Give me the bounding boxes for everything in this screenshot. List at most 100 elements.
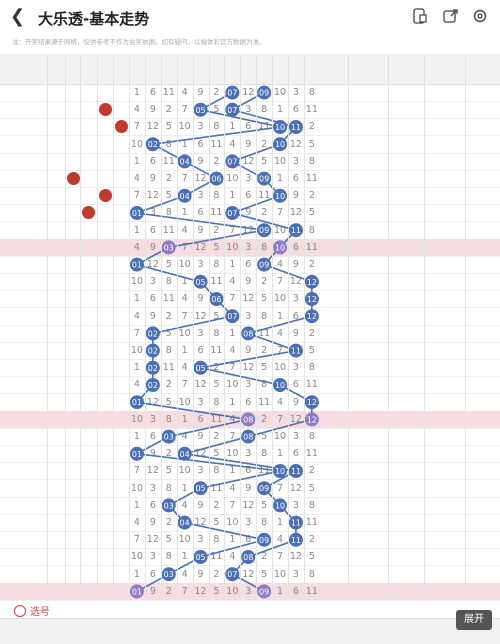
zone-cell	[424, 428, 465, 445]
blue-miss-cell: 6	[149, 499, 156, 511]
header-blue-11	[288, 69, 304, 83]
sum-cell	[348, 118, 388, 135]
sum-cell	[348, 359, 388, 376]
blue-miss-cell: 9	[149, 241, 156, 253]
sum-cell	[348, 548, 388, 565]
blue-miss-cell: 3	[197, 465, 204, 477]
red-cell	[80, 222, 96, 239]
blue-miss-cell: 10	[273, 87, 287, 98]
period-cell	[0, 325, 47, 342]
blue-miss-cell: 12	[289, 207, 302, 219]
blue-miss-cell: 2	[308, 465, 315, 477]
blue-miss-cell: 1	[181, 138, 188, 150]
red-cell	[97, 325, 113, 342]
span-cell	[388, 84, 424, 101]
pick-number-bar[interactable]: 选号	[0, 600, 500, 619]
blue-miss-cell: 11	[258, 190, 271, 202]
table-row: 7 12 5 3 8 1 6 11 9 2	[0, 187, 500, 206]
red-cell	[80, 359, 96, 376]
red-cell	[65, 462, 81, 479]
sum-cell	[348, 136, 388, 153]
blue-miss-cell: 7	[133, 190, 140, 202]
blue-miss-cell: 8	[165, 345, 172, 356]
blue-miss-cell: 9	[245, 345, 252, 356]
odd-even-cell	[465, 187, 500, 204]
grid-line	[208, 54, 210, 600]
star-cell	[47, 273, 65, 290]
period-cell	[0, 566, 47, 583]
blue-miss-cell: 10	[273, 293, 287, 305]
pick-circle-icon[interactable]	[14, 605, 26, 617]
pick-label: 选号	[30, 607, 50, 618]
red-cell	[65, 376, 81, 393]
blue-miss-cell: 11	[210, 276, 223, 288]
odd-even-cell	[465, 256, 500, 273]
sum-cell	[348, 204, 388, 221]
blue-miss-cell: 2	[165, 173, 172, 184]
table-footer-header	[0, 618, 500, 644]
chevron-down-icon[interactable]: ⌄	[142, 9, 152, 22]
blue-miss-cell: 11	[258, 327, 271, 339]
blue-miss-cell: 1	[181, 276, 188, 288]
red-cell	[80, 411, 96, 428]
blue-miss-cell: 8	[261, 448, 268, 460]
blue-miss-cell: 9	[245, 138, 252, 150]
zone-cell	[424, 480, 465, 497]
star-cell	[47, 84, 65, 101]
top-bar: ❮ 大乐透-基本走势 ⌄	[0, 0, 500, 34]
blue-miss-cell: 5	[165, 259, 172, 270]
table-row: 1 6 11 4 9 7 12 5 10 3	[0, 290, 500, 309]
blue-miss-cell: 1	[133, 293, 140, 305]
red-cell	[65, 342, 81, 359]
header-blue-05	[193, 69, 209, 83]
zone-cell	[424, 118, 465, 135]
sum-cell	[348, 101, 388, 118]
header-zone	[424, 54, 465, 84]
sum-cell	[348, 170, 388, 187]
red-cell	[65, 566, 81, 583]
share-icon[interactable]	[443, 8, 459, 24]
blue-miss-cell: 4	[181, 431, 188, 442]
table-row: 7 12 5 10 3 8 1 6 11 2	[0, 118, 500, 137]
zone-cell	[424, 359, 465, 376]
blue-miss-cell: 6	[197, 413, 204, 425]
odd-even-cell	[465, 411, 500, 428]
span-cell	[388, 273, 424, 290]
red-cell	[65, 136, 81, 153]
blue-miss-cell: 10	[178, 396, 191, 408]
blue-miss-cell: 3	[245, 379, 252, 391]
blue-miss-cell: 12	[289, 551, 302, 563]
blue-miss-cell: 3	[197, 259, 204, 270]
blue-miss-cell: 3	[292, 499, 299, 511]
expand-button[interactable]: 展开	[456, 610, 492, 630]
odd-even-cell	[465, 342, 500, 359]
blue-miss-cell: 11	[162, 224, 175, 236]
blue-miss-cell: 9	[149, 104, 156, 116]
blue-miss-cell: 1	[229, 121, 236, 133]
blue-miss-cell: 1	[229, 534, 236, 546]
blue-miss-cell: 6	[292, 585, 299, 597]
blue-miss-cell: 1	[181, 207, 188, 219]
blue-miss-cell: 2	[213, 568, 220, 580]
table-row: 4 9 7 12 5 10 3 8 6 11	[0, 238, 500, 257]
back-icon[interactable]: ❮	[10, 6, 26, 27]
period-cell	[0, 411, 47, 428]
blue-miss-cell: 12	[194, 448, 207, 460]
grid-line	[465, 54, 466, 600]
zone-cell	[424, 101, 465, 118]
blue-miss-cell: 5	[261, 568, 268, 580]
blue-miss-cell: 3	[292, 293, 299, 305]
blue-miss-cell: 8	[308, 224, 315, 236]
zone-cell	[424, 566, 465, 583]
red-cell	[80, 239, 96, 256]
settings-icon[interactable]	[472, 8, 488, 24]
grid-line	[65, 54, 66, 600]
blue-miss-cell: 3	[197, 327, 204, 339]
blue-miss-cell: 6	[292, 104, 299, 116]
red-cell	[80, 325, 96, 342]
phone-icon[interactable]	[412, 8, 428, 24]
blue-miss-cell: 4	[181, 568, 188, 580]
blue-miss-cell: 8	[308, 499, 315, 511]
red-cell	[97, 204, 113, 221]
zone-cell	[424, 204, 465, 221]
